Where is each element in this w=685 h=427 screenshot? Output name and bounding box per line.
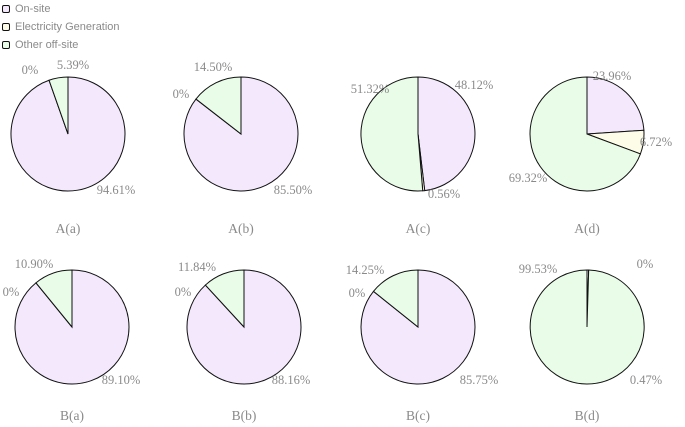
data-label: 0.56% <box>428 187 460 201</box>
pie-slice-other-off-site <box>195 76 242 136</box>
legend-item-on-site: On-site <box>2 0 120 18</box>
legend-label: Electricity Generation <box>15 21 120 33</box>
pie-title: A(b) <box>228 221 254 236</box>
data-label: 23.96% <box>593 69 632 83</box>
pie-slice-other-off-site <box>529 269 645 385</box>
data-label: 14.50% <box>194 60 233 74</box>
data-label: 85.75% <box>460 373 499 387</box>
data-label: 94.61% <box>97 183 136 197</box>
data-label: 0% <box>349 286 366 300</box>
pie-bb: 88.16% 0% 11.84% B(b) <box>175 260 311 423</box>
pie-title: B(d) <box>575 408 600 423</box>
pie-slice-other-off-site <box>204 269 245 329</box>
pie-bd: 0.47% 0% 99.53% B(d) <box>519 257 662 423</box>
data-label: 11.84% <box>178 260 216 274</box>
legend-label: Other off-site <box>15 39 79 51</box>
pie-title: A(d) <box>574 221 600 236</box>
pie-slice-other-off-site <box>48 76 69 135</box>
data-label: 0% <box>3 285 20 299</box>
legend-swatch <box>2 23 10 31</box>
pie-ac: 48.12% 0.56% 51.32% A(c) <box>351 76 494 236</box>
pie-title: B(a) <box>60 408 84 423</box>
data-label: 6.72% <box>640 135 672 149</box>
legend-swatch <box>2 5 10 13</box>
data-label: 85.50% <box>274 183 313 197</box>
pie-bc: 85.75% 0% 14.25% B(c) <box>346 263 499 423</box>
data-label: 0.47% <box>630 373 662 387</box>
data-label: 69.32% <box>509 171 548 185</box>
legend-item-other-off-site: Other off-site <box>2 36 120 54</box>
data-label: 51.32% <box>351 82 390 96</box>
legend: On-site Electricity Generation Other off… <box>2 0 120 54</box>
data-label: 0% <box>637 257 654 271</box>
data-label: 0% <box>175 285 192 299</box>
data-label: 88.16% <box>272 373 311 387</box>
pie-slice-on-site <box>417 76 476 192</box>
pie-title: A(c) <box>406 221 431 236</box>
data-label: 14.25% <box>346 263 385 277</box>
pie-slice-on-site <box>10 76 126 192</box>
pie-slice-on-site <box>183 76 299 192</box>
pie-slice-on-site <box>586 76 645 135</box>
data-label: 99.53% <box>519 262 558 276</box>
data-label: 48.12% <box>455 78 494 92</box>
pie-title: B(b) <box>232 408 257 423</box>
data-label: 0% <box>22 63 39 77</box>
pie-ba: 89.10% 0% 10.90% B(a) <box>3 257 141 423</box>
pie-slice-other-off-site <box>529 76 642 192</box>
pie-aa: 94.61% 0% 5.39% A(a) <box>10 58 136 236</box>
data-label: 5.39% <box>57 58 89 72</box>
legend-swatch <box>2 41 10 49</box>
pie-slice-on-site <box>360 269 476 385</box>
legend-item-electricity-generation: Electricity Generation <box>2 18 120 36</box>
pie-title: A(a) <box>56 221 81 236</box>
data-label: 0% <box>173 87 190 101</box>
pie-ad: 23.96% 6.72% 69.32% A(d) <box>509 69 672 236</box>
pie-slice-other-off-site <box>372 269 419 329</box>
data-label: 89.10% <box>102 373 141 387</box>
pie-slice-other-off-site <box>35 269 73 329</box>
pie-ab: 85.50% 0% 14.50% A(b) <box>173 60 313 236</box>
pie-slice-other-off-site <box>360 76 424 192</box>
pie-title: B(c) <box>406 408 430 423</box>
data-label: 10.90% <box>15 257 54 271</box>
legend-label: On-site <box>15 3 51 15</box>
